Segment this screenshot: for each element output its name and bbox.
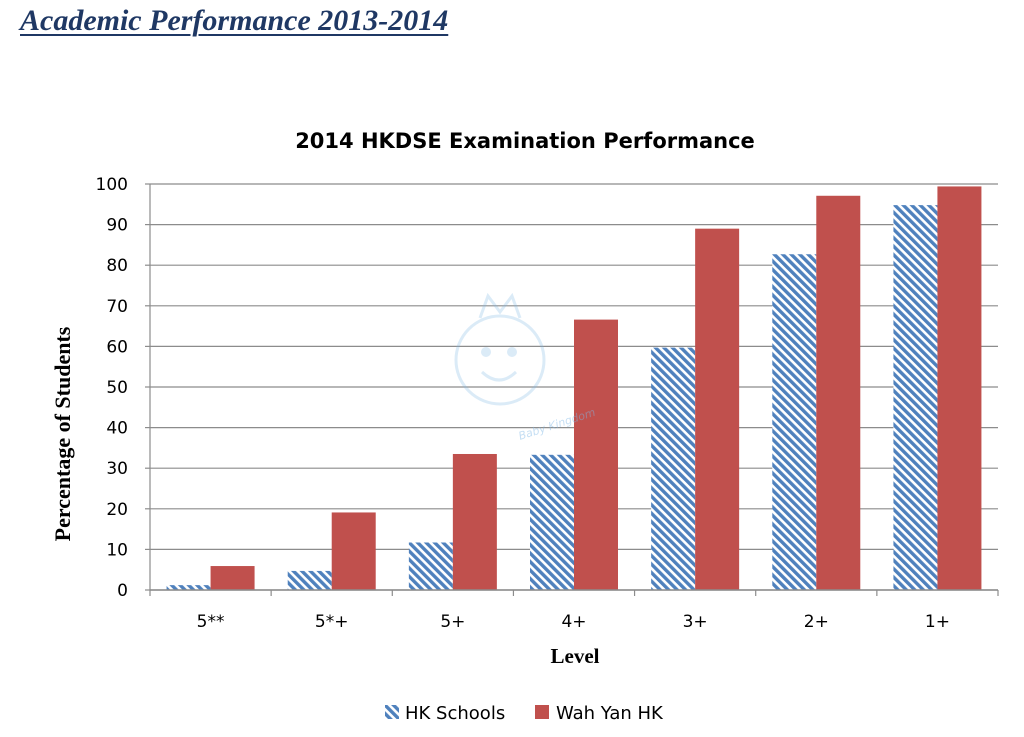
y-tick-labels: 0 10 20 30 40 50 60 70 80 90 100 xyxy=(96,175,128,601)
bar-wah-yan-hk xyxy=(210,566,255,590)
y-tick-label: 70 xyxy=(106,297,128,317)
x-tick-label: 5*+ xyxy=(315,612,349,632)
bar-wah-yan-hk xyxy=(574,319,618,590)
bar-wah-yan-hk xyxy=(452,453,497,590)
bar-hk-schools xyxy=(772,254,817,590)
y-tick-label: 90 xyxy=(106,216,128,236)
y-tick-label: 40 xyxy=(106,419,128,439)
y-tick-label: 20 xyxy=(106,500,128,520)
bars xyxy=(150,186,998,591)
x-axis-label: Level xyxy=(551,644,600,668)
baby-kingdom-watermark-icon xyxy=(454,292,546,406)
x-tick-label: 2+ xyxy=(804,612,829,632)
y-tick-label: 50 xyxy=(106,378,128,398)
legend-label-wah-yan-hk: Wah Yan HK xyxy=(556,703,664,724)
bar-hk-schools xyxy=(651,347,696,590)
y-tick-label: 80 xyxy=(106,256,128,276)
x-tick-label: 3+ xyxy=(683,612,708,632)
bar-hk-schools xyxy=(893,205,938,590)
y-tick-label: 60 xyxy=(106,337,128,357)
x-tick-label: 4+ xyxy=(561,612,586,632)
y-axis-label: Percentage of Students xyxy=(50,326,75,541)
y-tick-label: 100 xyxy=(96,175,128,195)
bar-hk-schools xyxy=(287,570,332,590)
x-tick-labels: 5** 5*+ 5+ 4+ 3+ 2+ 1+ xyxy=(197,612,950,632)
legend-swatch-hk-schools xyxy=(385,705,399,719)
bar-wah-yan-hk xyxy=(937,186,982,590)
bar-wah-yan-hk xyxy=(816,195,861,591)
legend-label-hk-schools: HK Schools xyxy=(405,703,505,724)
y-tick-label: 10 xyxy=(106,540,128,560)
y-tick-label: 0 xyxy=(117,581,128,601)
bar-hk-schools xyxy=(166,585,211,590)
legend-swatch-wah-yan-hk xyxy=(535,705,549,719)
bar-hk-schools xyxy=(530,454,574,590)
x-tick-label: 5+ xyxy=(440,612,465,632)
legend: HK Schools Wah Yan HK xyxy=(385,703,664,724)
bar-hk-schools xyxy=(408,542,453,590)
y-tick-label: 30 xyxy=(106,459,128,479)
bar-wah-yan-hk xyxy=(695,228,740,590)
chart-title: 2014 HKDSE Examination Performance xyxy=(295,129,755,153)
bar-wah-yan-hk xyxy=(331,512,376,590)
x-tick-label: 5** xyxy=(197,612,225,632)
x-tick-label: 1+ xyxy=(925,612,950,632)
page-heading: Academic Performance 2013-2014 xyxy=(20,4,449,37)
